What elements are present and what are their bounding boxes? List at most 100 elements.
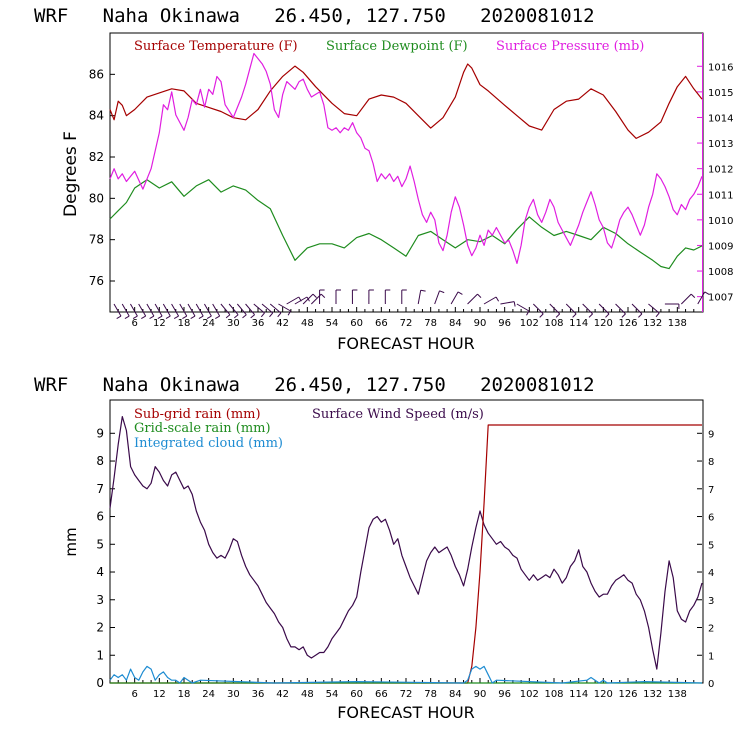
surface-temperature-line [109,63,703,139]
wind-barb-flag [287,310,292,316]
y-tick-label: 9 [96,426,104,440]
y2-tick-label: 1013 [708,139,733,150]
x-tick-label: 132 [643,689,662,700]
y-tick-label: 0 [96,676,104,690]
panel-1-title: WRF Naha Okinawa 26.450, 127.750 2020081… [34,5,595,27]
x-tick-label: 90 [474,318,487,329]
wind-barb-flag [457,291,463,295]
x-tick-label: 12 [153,689,166,700]
wind-barb [212,303,221,317]
integrated-cloud-line [109,665,703,684]
x-tick-label: 114 [569,318,588,329]
wind-barb-flag [141,315,146,320]
wind-barb [121,303,130,317]
x-tick-label: 42 [276,689,289,700]
y2-tick-label: 1011 [708,190,733,201]
x-tick-label: 126 [618,318,637,329]
wind-barb [565,303,577,315]
wind-barb [434,290,440,305]
x-tick-label: 132 [643,318,662,329]
y-tick-label: 82 [89,150,104,164]
x-tick-label: 102 [520,318,539,329]
wind-barb-flag [572,313,577,318]
wind-barb-flag [116,315,122,320]
x-tick-label: 54 [326,689,339,700]
panel-1-x-axis: 6 12 18 24 30 36 42 48 54 60 66 72 78 84 90 96 102 108 114… [117,307,695,329]
y2-tick-label: 3 [708,596,714,607]
wind-barb-flag [539,313,544,318]
x-tick-label: 66 [375,689,388,700]
x-tick-label: 24 [202,318,215,329]
wind-barb [171,303,180,317]
x-tick-label: 30 [227,689,240,700]
wind-barb-flag [277,312,282,318]
x-tick-label: 72 [400,318,413,329]
wind-barb-flag [242,314,247,319]
x-tick-label: 6 [131,318,137,329]
wind-barb-flag [555,313,561,318]
y2-tick-label: 1010 [708,216,733,227]
wind-barb-flag [225,314,231,319]
wind-barb-flag [526,310,530,316]
legend-wind-speed: Surface Wind Speed (m/s) [312,407,484,422]
x-tick-label: 114 [569,689,588,700]
y2-tick-label: 6 [708,513,714,524]
y-tick-label: 6 [96,510,104,524]
wind-barb [261,303,274,314]
wind-barb [417,290,422,305]
wind-barb [500,301,515,305]
x-tick-label: 84 [449,689,462,700]
y2-tick-label: 1008 [708,267,733,278]
wind-barb [245,303,255,316]
wind-barb [516,303,530,312]
wind-barb [648,303,660,314]
x-tick-label: 96 [498,318,511,329]
panel-1-y-label: Degrees F [61,131,81,217]
y2-tick-label: 1007 [708,293,733,304]
wind-barb-flag [312,293,317,298]
y2-tick-label: 8 [708,457,714,468]
wind-barb [286,296,300,305]
wind-barb-flag [655,312,660,318]
wind-barbs [113,289,710,320]
y-tick-label: 78 [89,233,104,247]
wind-barb-flag [165,315,171,320]
wind-barb [204,303,212,317]
y2-tick-label: 1014 [708,113,733,124]
y2-tick-label: 7 [708,485,714,496]
surface-pressure-line [109,52,703,264]
panel-2-title: WRF Naha Okinawa 26.450, 127.750 2020081… [34,374,595,396]
panel-1-series [109,52,703,270]
x-tick-label: 120 [594,318,613,329]
wind-barb [302,293,314,305]
x-tick-label: 42 [276,318,289,329]
y-tick-label: 80 [89,191,104,205]
wind-barb-flag [149,315,155,320]
y2-tick-label: 1015 [708,88,733,99]
x-tick-label: 96 [498,689,511,700]
x-tick-label: 18 [178,689,191,700]
wind-barb [615,303,626,315]
surface-dewpoint-line [109,179,703,270]
y-tick-label: 86 [89,67,104,81]
wind-barb-flag [260,312,265,318]
y2-tick-label: 4 [708,568,714,579]
x-tick-label: 90 [474,689,487,700]
legend-subgrid-rain: Sub-grid rain (mm) [134,407,261,422]
wind-barb [697,291,706,305]
x-tick-label: 60 [350,689,363,700]
wind-barb [154,303,163,317]
x-tick-label: 54 [326,318,339,329]
y-tick-label: 76 [89,274,104,288]
wind-barb-flag [420,289,426,292]
y-tick-label: 1 [96,648,104,662]
x-tick-label: 78 [424,689,437,700]
wind-barb [138,303,147,317]
wind-barb [187,303,196,317]
wind-barb-flag [250,314,255,319]
wind-barb-flag [621,313,626,318]
wind-barb-flag [605,313,610,318]
surface-wind-speed-line [109,416,703,670]
wind-barb [549,303,561,315]
wind-barb-flag [320,293,326,298]
